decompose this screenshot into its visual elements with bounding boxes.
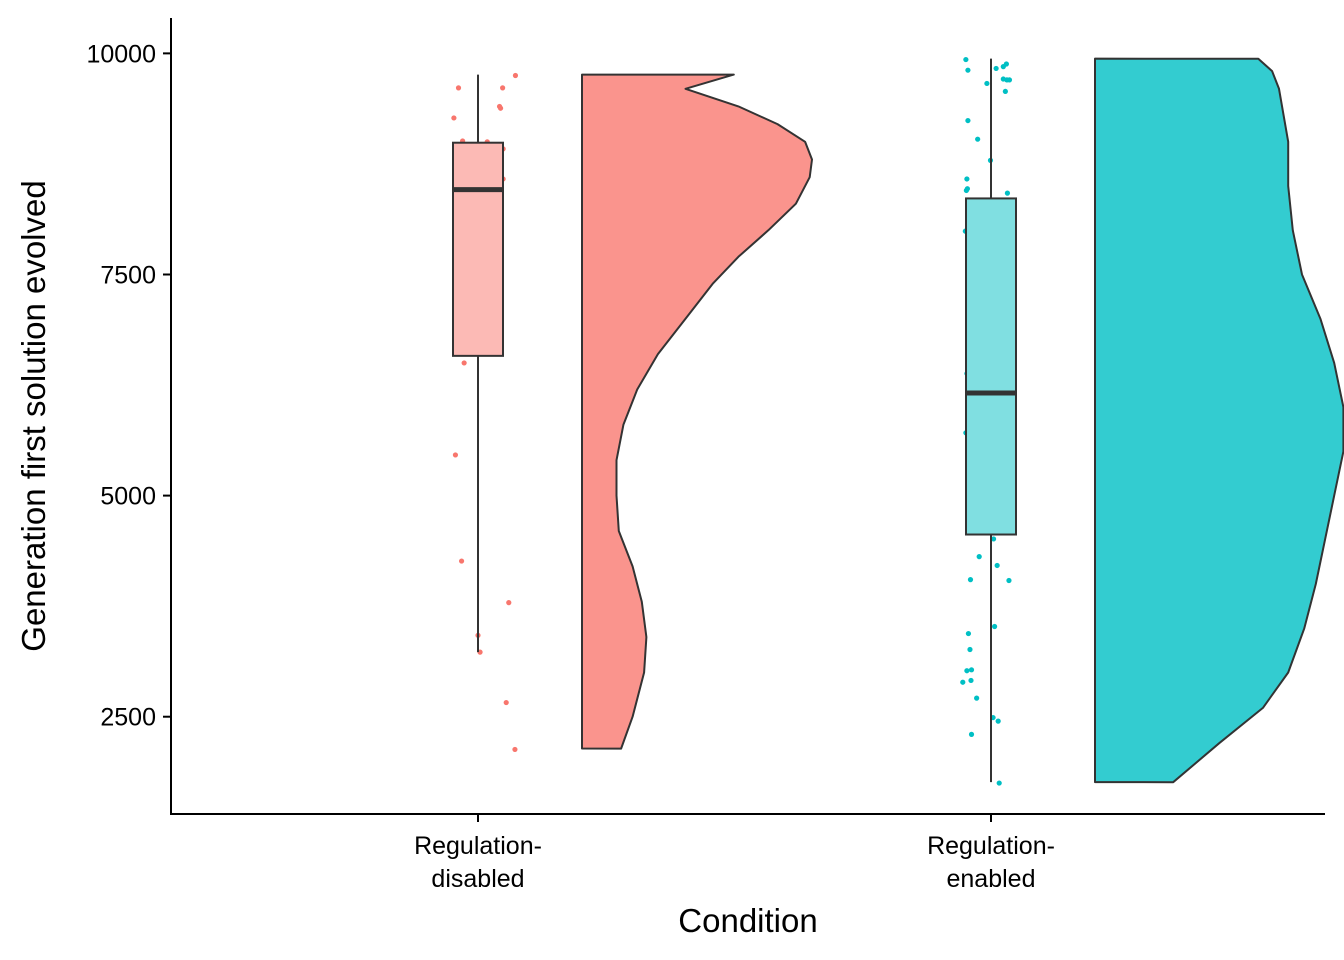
- data-point: [964, 186, 971, 192]
- data-point: [1002, 88, 1008, 95]
- data-point: [974, 695, 980, 701]
- data-point: [512, 72, 519, 79]
- data-point: [967, 577, 974, 583]
- data-point: [993, 65, 999, 72]
- data-point: [452, 452, 459, 458]
- data-point: [975, 136, 981, 142]
- data-point: [506, 600, 512, 606]
- data-point: [965, 117, 971, 124]
- data-point: [1004, 190, 1011, 196]
- x-axis-title: Condition: [678, 902, 817, 939]
- y-axis-ticks: 2500 5000 7500 10000: [86, 40, 171, 732]
- series-group-1: [451, 72, 813, 753]
- density-half-violin: [1094, 57, 1344, 784]
- y-tick-label: 5000: [100, 483, 156, 511]
- box-iqr: [965, 197, 1017, 536]
- x-tick-label: enabled: [947, 865, 1036, 893]
- data-point: [451, 115, 457, 121]
- series-group-2: [960, 56, 1344, 786]
- density-half-violin: [581, 73, 813, 750]
- plot-marks: [451, 56, 1344, 786]
- data-point: [995, 718, 1001, 724]
- y-axis-title: Generation first solution evolved: [15, 180, 52, 651]
- data-point: [976, 554, 982, 560]
- data-point: [964, 176, 970, 182]
- x-axis-ticks: Regulation-disabled Regulation-enabled: [414, 814, 1055, 893]
- data-point: [984, 80, 990, 87]
- data-point: [458, 558, 465, 564]
- data-point: [990, 536, 997, 542]
- data-point: [503, 699, 509, 706]
- data-point: [963, 56, 969, 63]
- data-point: [968, 677, 974, 684]
- x-tick-label: Regulation-: [927, 832, 1055, 860]
- y-tick-label: 10000: [86, 40, 156, 68]
- data-point: [960, 679, 966, 685]
- data-point: [968, 667, 975, 673]
- y-tick-label: 7500: [100, 261, 156, 289]
- y-tick-label: 2500: [100, 704, 156, 732]
- x-tick-label: Regulation-: [414, 832, 542, 860]
- data-point: [994, 562, 1000, 569]
- data-point: [500, 85, 506, 91]
- data-point: [968, 731, 975, 738]
- data-point: [1006, 77, 1013, 83]
- data-point: [497, 105, 504, 111]
- data-point: [965, 630, 972, 637]
- box-iqr: [452, 141, 504, 357]
- data-point: [965, 67, 971, 73]
- data-point: [461, 360, 467, 366]
- data-point: [964, 668, 970, 674]
- data-point: [996, 780, 1002, 786]
- data-point: [967, 646, 973, 653]
- x-tick-label: disabled: [431, 865, 524, 893]
- data-point: [991, 623, 998, 630]
- data-point: [512, 746, 518, 753]
- data-point: [1006, 577, 1012, 584]
- data-point: [455, 85, 462, 91]
- data-point: [1003, 61, 1009, 67]
